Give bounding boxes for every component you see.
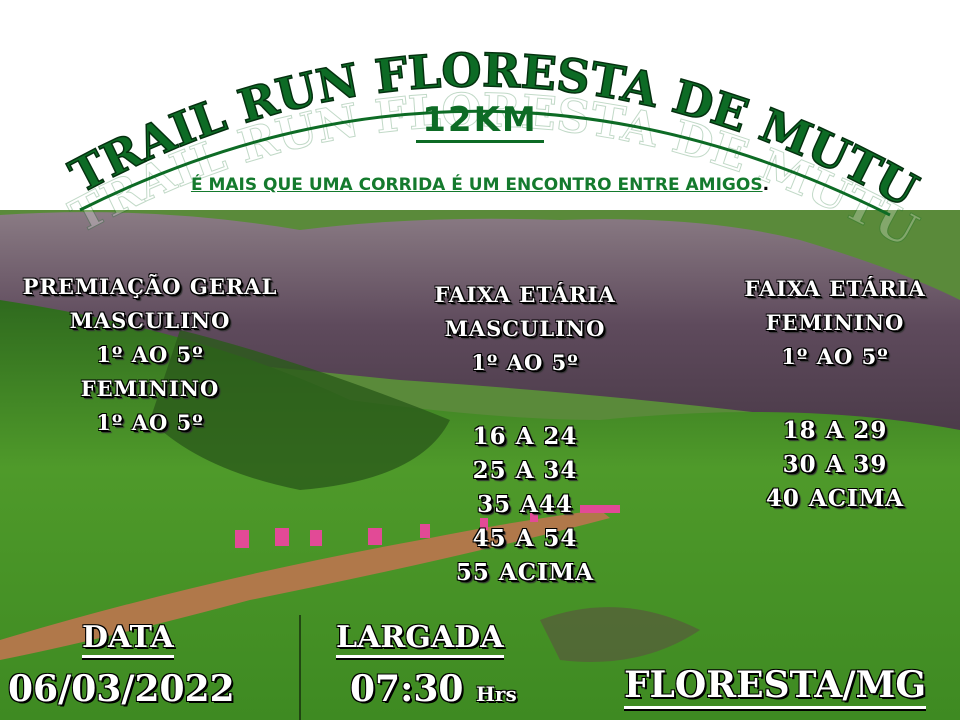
date-label: DATA — [82, 620, 174, 658]
title-arc-line — [79, 109, 891, 217]
date-value: 06/03/2022 — [8, 668, 235, 710]
male-age-ranges: 16 A 24 25 A 34 35 A44 45 A 54 55 ACIMA — [455, 423, 595, 586]
location: FLORESTA/MG — [624, 664, 927, 709]
male-age-awards: FAIXA ETÁRIA MASCULINO 1º AO 5º — [434, 282, 616, 375]
female-age-awards: FAIXA ETÁRIA FEMININO 1º AO 5º — [744, 276, 926, 369]
female-age-ranges: 18 A 29 30 A 39 40 ACIMA — [765, 417, 905, 512]
general-awards: PREMIAÇÃO GERAL MASCULINO 1º AO 5º FEMIN… — [22, 274, 278, 435]
start-label: LARGADA — [336, 620, 504, 658]
distance: 12KM — [0, 100, 960, 143]
tagline: É MAIS QUE UMA CORRIDA É UM ENCONTRO ENT… — [190, 175, 770, 195]
runners — [235, 505, 620, 548]
start-time: 07:30 Hrs — [350, 668, 517, 710]
